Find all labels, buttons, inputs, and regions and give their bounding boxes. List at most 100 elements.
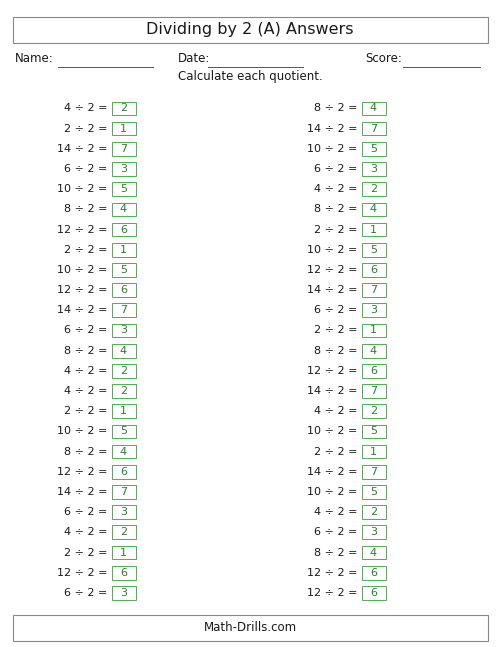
FancyBboxPatch shape: [12, 17, 488, 43]
Text: 1: 1: [370, 446, 377, 457]
Text: 4: 4: [370, 104, 377, 113]
FancyBboxPatch shape: [362, 203, 386, 216]
FancyBboxPatch shape: [362, 283, 386, 297]
FancyBboxPatch shape: [112, 142, 136, 156]
Text: 3: 3: [120, 164, 127, 174]
Text: 3: 3: [370, 164, 377, 174]
FancyBboxPatch shape: [362, 465, 386, 479]
FancyBboxPatch shape: [112, 424, 136, 438]
FancyBboxPatch shape: [362, 182, 386, 196]
FancyBboxPatch shape: [112, 525, 136, 539]
Text: Name:: Name:: [15, 52, 54, 65]
FancyBboxPatch shape: [362, 344, 386, 358]
FancyBboxPatch shape: [362, 364, 386, 378]
FancyBboxPatch shape: [112, 444, 136, 459]
FancyBboxPatch shape: [362, 505, 386, 519]
FancyBboxPatch shape: [112, 223, 136, 236]
Text: 1: 1: [120, 547, 127, 558]
Text: 7: 7: [370, 386, 377, 396]
FancyBboxPatch shape: [112, 344, 136, 358]
Text: 8 ÷ 2 =: 8 ÷ 2 =: [64, 204, 108, 214]
Text: 6: 6: [120, 285, 127, 295]
FancyBboxPatch shape: [362, 223, 386, 236]
Text: 1: 1: [120, 406, 127, 416]
Text: 3: 3: [120, 588, 127, 598]
FancyBboxPatch shape: [362, 525, 386, 539]
Text: 2 ÷ 2 =: 2 ÷ 2 =: [64, 547, 108, 558]
Text: 6 ÷ 2 =: 6 ÷ 2 =: [314, 164, 358, 174]
Text: 12 ÷ 2 =: 12 ÷ 2 =: [57, 285, 108, 295]
Text: 8 ÷ 2 =: 8 ÷ 2 =: [314, 104, 358, 113]
FancyBboxPatch shape: [362, 303, 386, 317]
Text: 4: 4: [120, 446, 127, 457]
Text: 4 ÷ 2 =: 4 ÷ 2 =: [314, 406, 358, 416]
Text: Calculate each quotient.: Calculate each quotient.: [178, 70, 322, 83]
Text: 8 ÷ 2 =: 8 ÷ 2 =: [314, 204, 358, 214]
Text: Score:: Score:: [365, 52, 402, 65]
Text: 14 ÷ 2 =: 14 ÷ 2 =: [57, 487, 108, 497]
Text: 6: 6: [120, 567, 127, 578]
FancyBboxPatch shape: [112, 243, 136, 257]
Text: 2 ÷ 2 =: 2 ÷ 2 =: [64, 245, 108, 255]
Text: 7: 7: [370, 124, 377, 134]
Text: 12 ÷ 2 =: 12 ÷ 2 =: [57, 225, 108, 235]
Text: 5: 5: [120, 426, 127, 437]
FancyBboxPatch shape: [112, 545, 136, 560]
Text: 5: 5: [120, 265, 127, 275]
Text: 8 ÷ 2 =: 8 ÷ 2 =: [64, 446, 108, 457]
FancyBboxPatch shape: [112, 283, 136, 297]
Text: 8 ÷ 2 =: 8 ÷ 2 =: [314, 345, 358, 356]
Text: 3: 3: [370, 305, 377, 315]
Text: 2: 2: [370, 184, 377, 194]
Text: 4 ÷ 2 =: 4 ÷ 2 =: [64, 527, 108, 538]
FancyBboxPatch shape: [362, 102, 386, 115]
Text: 3: 3: [370, 527, 377, 538]
FancyBboxPatch shape: [362, 122, 386, 135]
Text: 2: 2: [370, 507, 377, 517]
FancyBboxPatch shape: [112, 566, 136, 580]
Text: 6: 6: [370, 567, 377, 578]
FancyBboxPatch shape: [112, 263, 136, 277]
FancyBboxPatch shape: [112, 404, 136, 418]
Text: 4 ÷ 2 =: 4 ÷ 2 =: [314, 507, 358, 517]
Text: 1: 1: [370, 225, 377, 235]
Text: 6: 6: [370, 588, 377, 598]
FancyBboxPatch shape: [112, 303, 136, 317]
Text: 6 ÷ 2 =: 6 ÷ 2 =: [314, 305, 358, 315]
Text: 10 ÷ 2 =: 10 ÷ 2 =: [57, 184, 108, 194]
Text: 12 ÷ 2 =: 12 ÷ 2 =: [57, 567, 108, 578]
Text: 5: 5: [370, 144, 377, 154]
Text: 6: 6: [370, 366, 377, 376]
Text: Math-Drills.com: Math-Drills.com: [204, 621, 296, 634]
Text: 5: 5: [370, 426, 377, 437]
Text: 14 ÷ 2 =: 14 ÷ 2 =: [57, 144, 108, 154]
FancyBboxPatch shape: [362, 566, 386, 580]
Text: 2: 2: [120, 366, 127, 376]
FancyBboxPatch shape: [362, 243, 386, 257]
Text: 14 ÷ 2 =: 14 ÷ 2 =: [307, 285, 358, 295]
Text: 4 ÷ 2 =: 4 ÷ 2 =: [64, 104, 108, 113]
Text: 8 ÷ 2 =: 8 ÷ 2 =: [314, 547, 358, 558]
Text: 4: 4: [120, 345, 127, 356]
Text: 4: 4: [370, 345, 377, 356]
Text: 2 ÷ 2 =: 2 ÷ 2 =: [64, 124, 108, 134]
Text: 7: 7: [370, 466, 377, 477]
FancyBboxPatch shape: [112, 505, 136, 519]
FancyBboxPatch shape: [112, 102, 136, 115]
Text: 2 ÷ 2 =: 2 ÷ 2 =: [314, 225, 358, 235]
Text: 2 ÷ 2 =: 2 ÷ 2 =: [314, 325, 358, 336]
Text: 6: 6: [370, 265, 377, 275]
FancyBboxPatch shape: [112, 465, 136, 479]
Text: 3: 3: [120, 507, 127, 517]
FancyBboxPatch shape: [362, 586, 386, 600]
Text: 2: 2: [120, 104, 127, 113]
Text: 4 ÷ 2 =: 4 ÷ 2 =: [314, 184, 358, 194]
Text: 1: 1: [120, 245, 127, 255]
FancyBboxPatch shape: [112, 364, 136, 378]
FancyBboxPatch shape: [112, 586, 136, 600]
FancyBboxPatch shape: [112, 162, 136, 176]
Text: Date:: Date:: [178, 52, 210, 65]
Text: 14 ÷ 2 =: 14 ÷ 2 =: [307, 124, 358, 134]
Text: 5: 5: [370, 487, 377, 497]
FancyBboxPatch shape: [112, 324, 136, 337]
